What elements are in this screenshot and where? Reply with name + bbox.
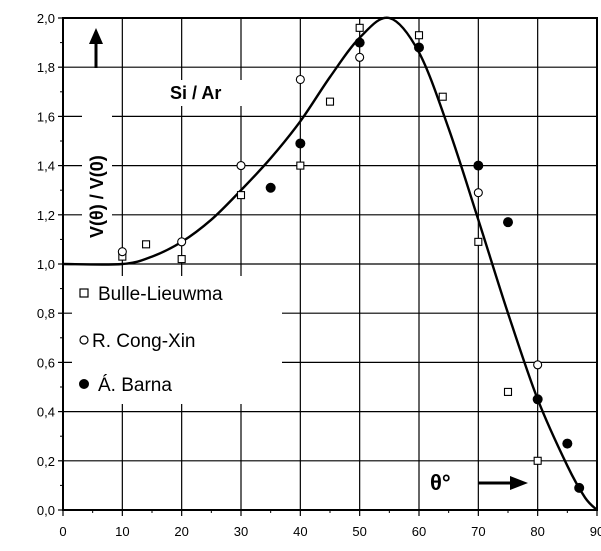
- x-tick-label: 90: [590, 524, 601, 539]
- y-tick-label: 0,2: [37, 454, 55, 469]
- point-cong-xin: [117, 247, 127, 257]
- legend-marker-barna: [79, 379, 89, 389]
- x-axis-title-bg: [428, 464, 472, 494]
- x-tick-label: 10: [115, 524, 129, 539]
- y-tick-label: 1,8: [37, 60, 55, 75]
- y-axis-arrow-head: [89, 28, 103, 44]
- point-barna: [354, 37, 365, 48]
- x-axis-arrow-head: [510, 476, 528, 490]
- y-tick-label: 2,0: [37, 11, 55, 26]
- annotation-bg: [168, 80, 248, 106]
- x-tick-label: 70: [471, 524, 485, 539]
- point-cong-xin: [295, 74, 305, 85]
- y-axis-title-bg: [82, 78, 112, 242]
- markers-layer: [117, 23, 585, 493]
- point-bulle-lieuwma: [296, 161, 305, 170]
- y-tick-label: 1,4: [37, 159, 55, 174]
- point-barna: [265, 182, 276, 193]
- y-tick-label: 0,8: [37, 306, 55, 321]
- point-barna: [295, 138, 306, 149]
- point-bulle-lieuwma: [533, 456, 542, 465]
- x-tick-label: 20: [174, 524, 188, 539]
- y-tick-label: 1,6: [37, 109, 55, 124]
- grid: [63, 18, 598, 510]
- x-tick-label: 60: [412, 524, 426, 539]
- point-bulle-lieuwma: [474, 237, 483, 246]
- point-bulle-lieuwma: [325, 97, 335, 106]
- point-bulle-lieuwma: [355, 23, 364, 32]
- point-bulle-lieuwma: [177, 255, 186, 264]
- x-tick-label: 80: [530, 524, 544, 539]
- point-barna: [532, 394, 543, 405]
- annotation-si-ar: Si / Ar: [170, 83, 221, 103]
- point-cong-xin: [533, 360, 543, 370]
- point-barna: [562, 438, 573, 449]
- x-tick-label: 0: [59, 524, 66, 539]
- legend-marker-bulle-lieuwma: [79, 288, 89, 298]
- x-axis-title-group: θ°: [428, 464, 528, 495]
- x-tick-label: 40: [293, 524, 307, 539]
- point-cong-xin: [473, 188, 483, 198]
- legend: Bulle-Lieuwma R. Cong-Xin Á. Barna: [72, 276, 282, 404]
- point-barna: [473, 160, 484, 171]
- point-bulle-lieuwma: [142, 240, 151, 249]
- axes: 0 10 20 30 40 50 60 70 80 90 0,0 0,2 0,4 0,6 0,8 1,0 1,2…: [37, 11, 601, 539]
- point-bulle-lieuwma: [236, 191, 246, 200]
- point-bulle-lieuwma: [503, 387, 513, 396]
- point-bulle-lieuwma: [414, 31, 424, 40]
- y-tick-label: 1,2: [37, 208, 55, 223]
- legend-marker-cong-xin: [79, 335, 89, 345]
- legend-label-bulle-lieuwma: Bulle-Lieuwma: [98, 284, 223, 305]
- point-cong-xin: [236, 161, 246, 171]
- x-axis-title: θ°: [430, 470, 451, 495]
- y-tick-label: 1,0: [37, 257, 55, 272]
- legend-label-barna: Á. Barna: [98, 375, 172, 396]
- y-tick-label: 0,0: [37, 503, 55, 518]
- legend-bg: [72, 276, 282, 404]
- x-tick-label: 50: [352, 524, 366, 539]
- point-cong-xin: [177, 237, 187, 247]
- point-barna: [503, 217, 513, 228]
- x-tick-label: 30: [234, 524, 248, 539]
- y-tick-label: 0,4: [37, 405, 55, 420]
- y-axis-title-group: V(θ) / V(0): [82, 28, 112, 242]
- point-cong-xin: [355, 52, 365, 62]
- y-axis-title: V(θ) / V(0): [87, 155, 107, 238]
- point-barna: [414, 42, 424, 53]
- point-barna: [574, 482, 585, 493]
- point-bulle-lieuwma: [438, 92, 447, 101]
- y-tick-label: 0,6: [37, 355, 55, 370]
- legend-label-cong-xin: R. Cong-Xin: [92, 331, 196, 352]
